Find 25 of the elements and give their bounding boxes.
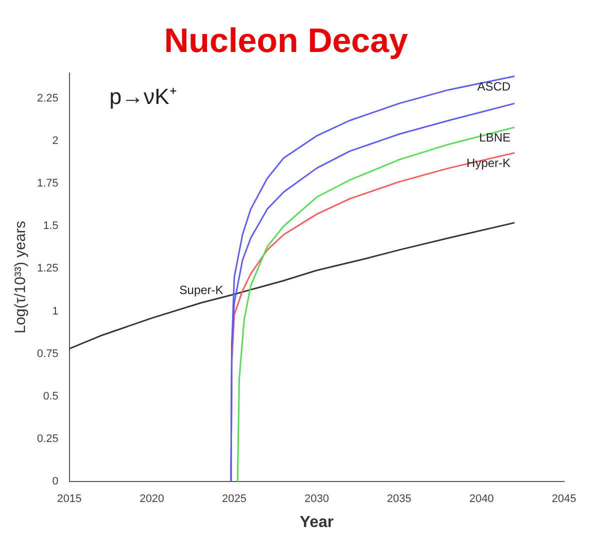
x-tick-label: 2030: [304, 493, 329, 506]
y-axis-title: Log(τ/10³³) years: [12, 220, 30, 334]
y-tick-label: 1: [52, 305, 58, 318]
x-tick-label: 2020: [140, 493, 164, 506]
x-tick-label: 2035: [386, 493, 412, 506]
y-tick-label: 0.5: [43, 390, 58, 402]
y-tick-label: 1.75: [36, 178, 58, 190]
series-label: Hyper-K: [466, 156, 511, 170]
series-label: Super-K: [179, 283, 224, 298]
y-tick-label: 2.25: [36, 92, 58, 104]
annotation: p→νK⁺: [109, 84, 176, 109]
y-tick-label: 0: [52, 476, 58, 488]
y-tick-label: 0.25: [36, 433, 58, 446]
y-tick-label: 2: [52, 134, 58, 147]
x-axis-title: Year: [300, 514, 334, 531]
series-label: ASCD: [477, 80, 511, 94]
x-tick-label: 2025: [222, 493, 247, 506]
series-label: LBNE: [479, 130, 511, 145]
chart-title: Nucleon Decay: [164, 22, 408, 60]
y-tick-label: 1.5: [43, 220, 58, 232]
x-tick-label: 2045: [552, 493, 576, 506]
y-tick-label: 0.75: [36, 348, 58, 360]
x-tick-label: 2015: [57, 493, 82, 506]
x-tick-label: 2040: [469, 493, 494, 506]
y-tick-label: 1.25: [36, 262, 58, 275]
